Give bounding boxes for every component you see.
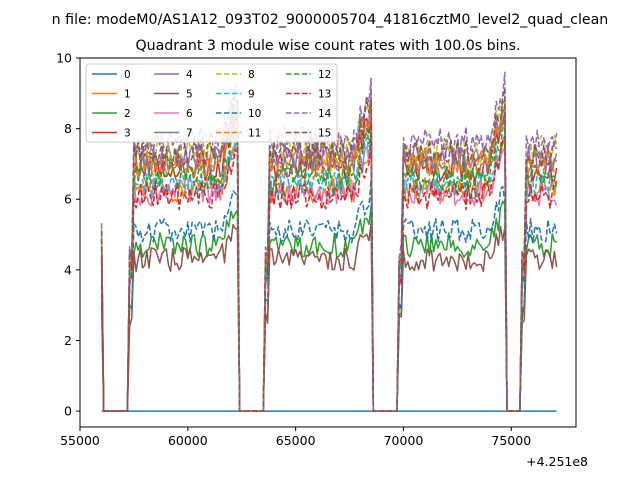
- x-tick-label: 70000: [384, 433, 424, 448]
- series-line-10: [100, 178, 558, 412]
- series-line-2: [100, 200, 557, 412]
- legend-label-13: 13: [318, 89, 331, 101]
- legend-label-4: 4: [186, 69, 193, 81]
- legend-label-5: 5: [186, 89, 193, 101]
- x-tick-label: 75000: [491, 433, 531, 448]
- y-axis: 0 2 4 6 8 10: [56, 51, 80, 419]
- legend-box: [85, 63, 338, 143]
- legend-label-3: 3: [124, 128, 131, 140]
- legend-label-14: 14: [318, 108, 332, 120]
- series-layer: [100, 71, 558, 412]
- legend-label-0: 0: [124, 69, 131, 81]
- figure-suptitle: n file: modeM0/AS1A12_093T02_9000005704_…: [52, 12, 609, 28]
- series-line-9: [100, 136, 558, 412]
- series-line-13: [100, 133, 557, 412]
- y-tick-label: 6: [64, 192, 72, 207]
- x-offset-label: +4.251e8: [526, 454, 588, 469]
- chart-title: Quadrant 3 module wise count rates with …: [135, 38, 520, 54]
- y-tick-label: 2: [64, 333, 72, 348]
- legend-label-6: 6: [186, 108, 193, 120]
- y-tick-label: 4: [64, 262, 72, 277]
- y-tick-label: 10: [56, 51, 72, 66]
- y-tick-label: 8: [64, 121, 72, 136]
- legend-label-10: 10: [248, 108, 261, 120]
- legend-label-7: 7: [186, 128, 193, 140]
- legend-label-1: 1: [124, 89, 131, 101]
- series-line-15: [100, 87, 558, 412]
- legend-label-2: 2: [124, 108, 131, 120]
- x-tick-label: 55000: [60, 433, 100, 448]
- legend-label-12: 12: [318, 69, 331, 81]
- series-line-6: [100, 145, 558, 412]
- legend-label-8: 8: [248, 69, 255, 81]
- legend-label-15: 15: [318, 128, 331, 140]
- x-tick-label: 60000: [168, 433, 208, 448]
- plot-frame: [79, 57, 577, 428]
- legend-label-9: 9: [248, 89, 255, 101]
- x-axis: 55000 60000 65000 70000 75000: [60, 427, 531, 448]
- legend-label-11: 11: [248, 128, 261, 140]
- y-tick-label: 0: [64, 404, 72, 419]
- x-tick-label: 65000: [276, 433, 316, 448]
- series-line-11: [100, 104, 558, 412]
- series-line-5: [100, 222, 558, 412]
